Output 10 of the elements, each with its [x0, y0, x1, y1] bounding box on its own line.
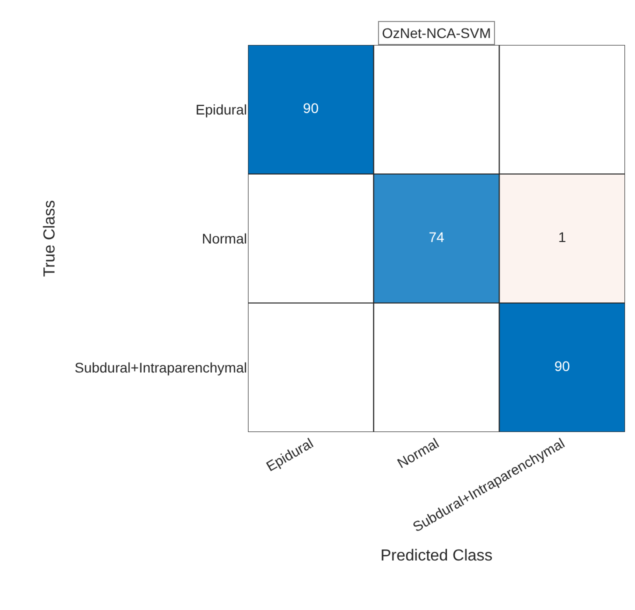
data-label: 90 — [303, 100, 319, 116]
data-label: 90 — [554, 358, 570, 374]
y-tick-label: Subdural+Intraparenchymal — [74, 359, 247, 376]
data-label: 1 — [558, 229, 566, 245]
chart-title: OzNet-NCA-SVM — [382, 25, 491, 41]
y-tick-label: Normal — [202, 230, 247, 246]
data-label: 74 — [428, 229, 444, 245]
y-tick-label: Epidural — [196, 101, 247, 118]
y-axis-title: True Class — [42, 200, 59, 277]
x-axis-title: Predicted Class — [380, 548, 493, 565]
